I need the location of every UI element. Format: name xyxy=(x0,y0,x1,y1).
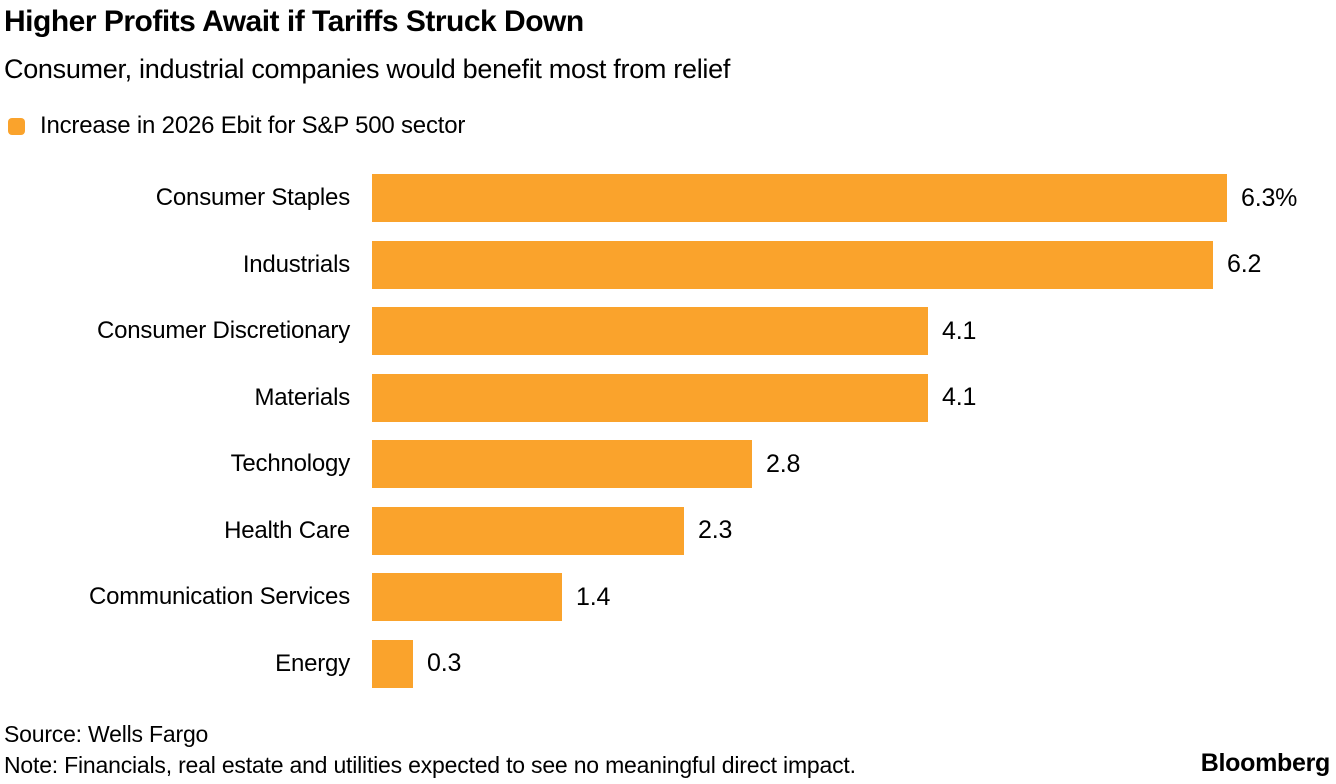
bar xyxy=(372,639,413,688)
bar xyxy=(372,174,1227,222)
legend-swatch-icon xyxy=(8,117,25,135)
category-label: Health Care xyxy=(224,516,350,544)
value-label: 1.4 xyxy=(576,582,611,611)
chart-row: Health Care 2.3 xyxy=(0,506,1336,555)
legend-label: Increase in 2026 Ebit for S&P 500 sector xyxy=(40,112,466,139)
value-label: 2.3 xyxy=(698,516,733,544)
category-label: Communication Services xyxy=(88,583,350,610)
category-label: Energy xyxy=(275,649,350,677)
bar-chart: Consumer Staples 6.3% Industrials 6.2 Consum… xyxy=(0,174,1336,706)
bar xyxy=(372,440,752,488)
bar xyxy=(372,307,928,355)
bar xyxy=(372,373,928,422)
legend: Increase in 2026 Ebit for S&P 500 sector xyxy=(8,112,465,140)
value-label: 4.1 xyxy=(942,316,977,345)
value-label: 6.2 xyxy=(1227,250,1262,278)
category-label: Consumer Staples xyxy=(155,184,350,211)
chart-row: Communication Services 1.4 xyxy=(0,573,1336,621)
note-text: Note: Financials, real estate and utilit… xyxy=(4,752,856,778)
bar xyxy=(372,573,562,621)
category-label: Technology xyxy=(230,450,351,477)
category-label: Consumer Discretionary xyxy=(96,317,350,344)
chart-row: Industrials 6.2 xyxy=(0,240,1336,289)
chart-row: Technology 2.8 xyxy=(0,440,1336,488)
category-label: Industrials xyxy=(242,250,350,278)
category-label: Materials xyxy=(254,383,350,411)
chart-subtitle: Consumer, industrial companies would ben… xyxy=(4,54,731,84)
value-label: 0.3 xyxy=(427,649,462,677)
chart-title: Higher Profits Await if Tariffs Struck D… xyxy=(4,5,584,38)
bloomberg-logo: Bloomberg xyxy=(1200,749,1331,777)
value-label: 2.8 xyxy=(766,449,801,478)
value-label: 6.3% xyxy=(1241,183,1298,212)
value-label: 4.1 xyxy=(942,383,977,411)
chart-row: Energy 0.3 xyxy=(0,639,1336,688)
source-text: Source: Wells Fargo xyxy=(4,721,209,747)
chart-row: Consumer Staples 6.3% xyxy=(0,174,1336,222)
chart-row: Consumer Discretionary 4.1 xyxy=(0,307,1336,355)
bar xyxy=(372,506,684,555)
bar xyxy=(372,240,1213,289)
chart-row: Materials 4.1 xyxy=(0,373,1336,422)
